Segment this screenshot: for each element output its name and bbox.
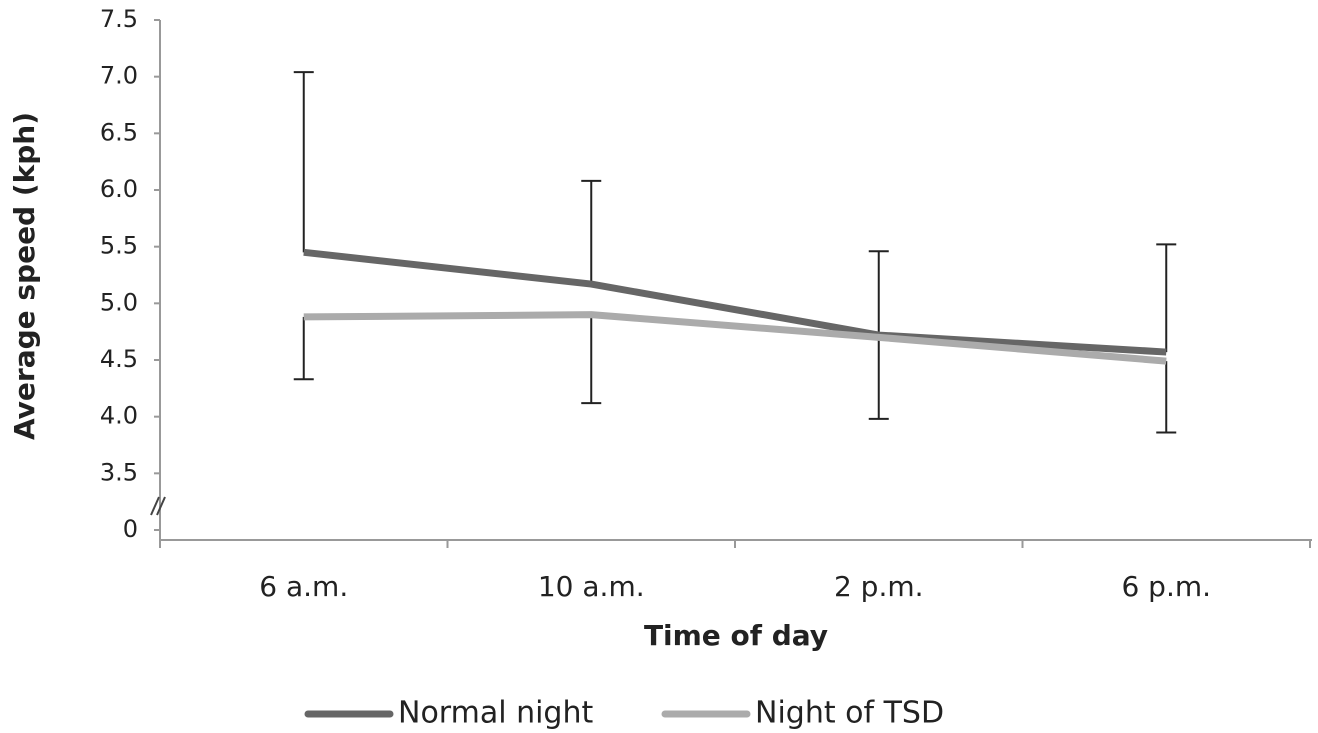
y-axis-title: Average speed (kph): [8, 112, 41, 440]
series-line: [303, 248, 1167, 356]
y-tick-label: 5.5: [100, 232, 138, 260]
y-tick-label: 5.0: [100, 288, 138, 316]
legend-label: Night of TSD: [755, 696, 944, 731]
y-tick-label: 6.0: [100, 175, 138, 203]
x-tick-label: 10 a.m.: [538, 570, 645, 603]
axis-break: [150, 496, 166, 516]
y-tick-label: 4.5: [100, 345, 138, 373]
x-tick-label: 6 a.m.: [259, 570, 348, 603]
y-tick-label: 3.5: [100, 458, 138, 486]
x-tick-label: 2 p.m.: [834, 570, 924, 603]
x-axis-title: Time of day: [644, 619, 828, 652]
y-tick-label: 7.5: [100, 5, 138, 33]
break-mark: [156, 496, 166, 516]
y-tick-label: 7.0: [100, 62, 138, 90]
series-line: [303, 311, 1167, 365]
break-mark: [150, 496, 160, 516]
y-tick-label: 0: [123, 515, 138, 543]
y-tick-label: 6.5: [100, 118, 138, 146]
legend-label: Normal night: [398, 696, 593, 731]
y-tick-label: 4.0: [100, 402, 138, 430]
x-tick-label: 6 p.m.: [1121, 570, 1211, 603]
